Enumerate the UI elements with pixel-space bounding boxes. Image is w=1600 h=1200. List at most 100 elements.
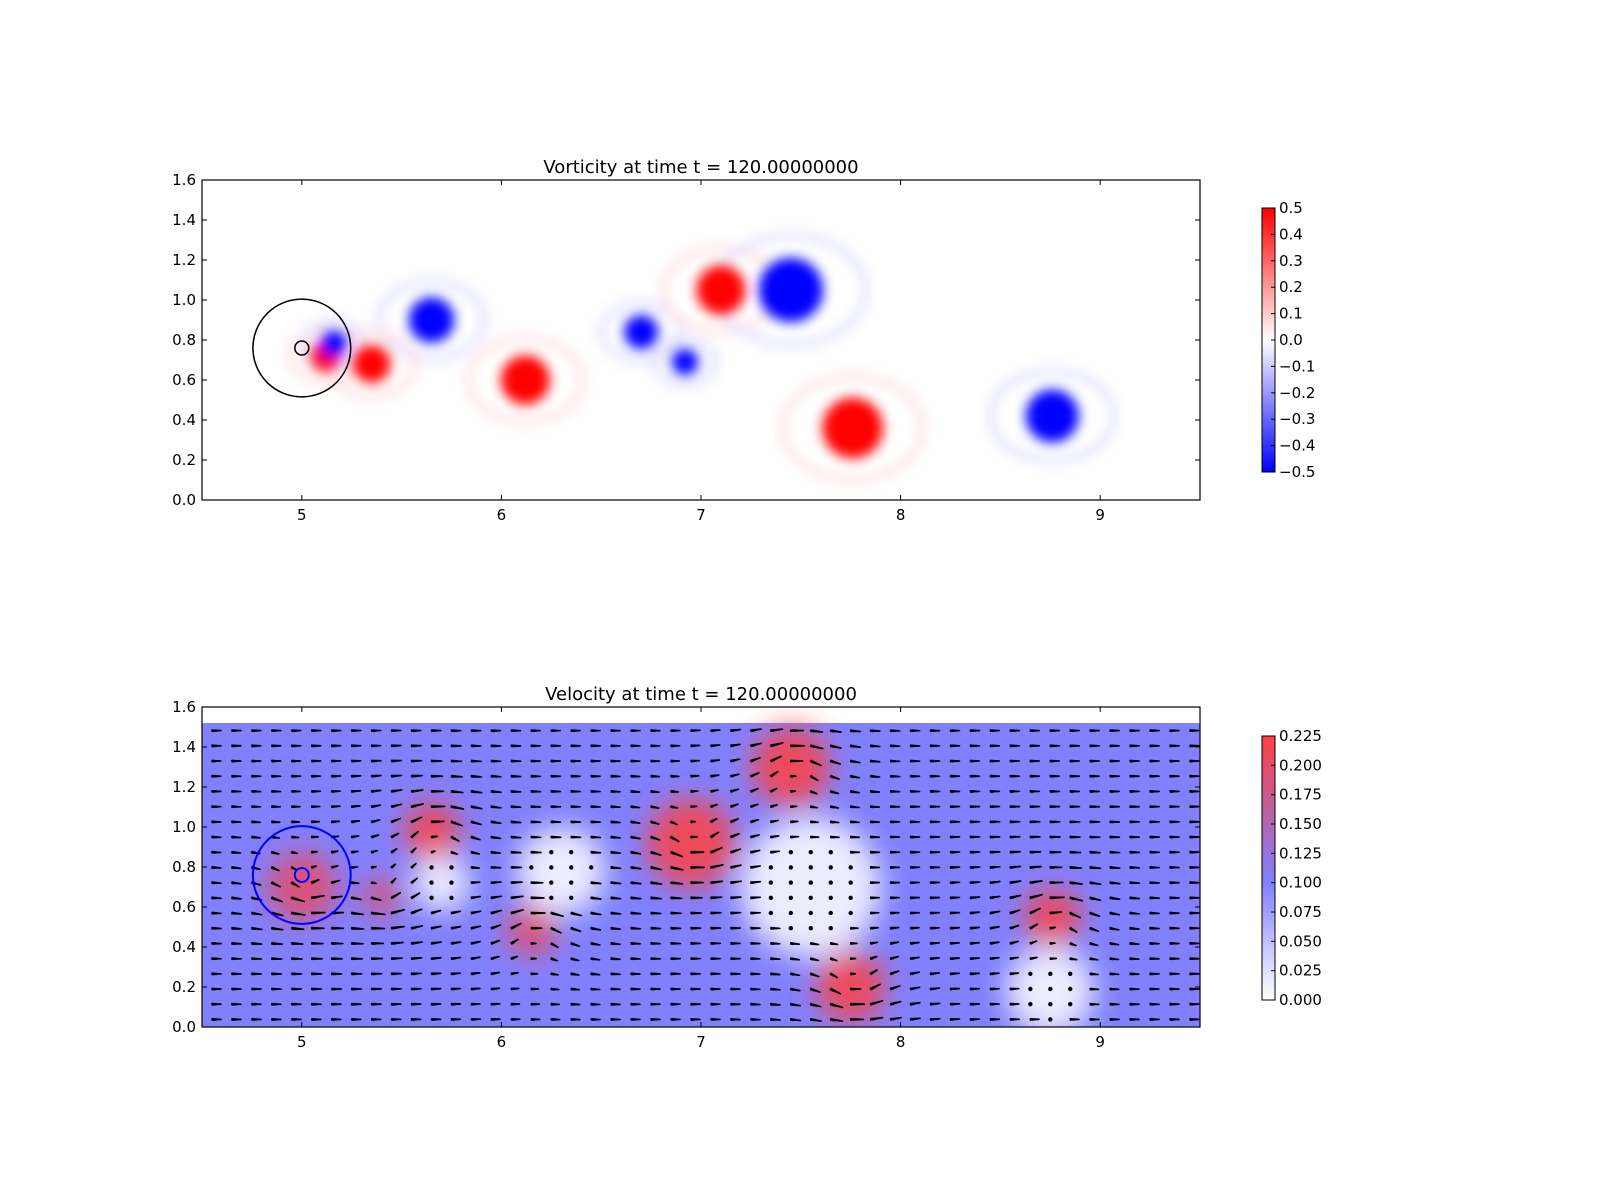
positive-vortex: [352, 345, 391, 383]
quiver-arrow: [450, 805, 465, 810]
quiver-arrow: [949, 987, 961, 991]
quiver-arrow: [770, 1002, 781, 1006]
quiver-arrow: [929, 1002, 941, 1006]
quiver-arrow: [729, 773, 740, 778]
quiver-arrow: [550, 942, 559, 949]
quiver-arrow: [989, 759, 1001, 763]
reference-circle: [251, 825, 352, 925]
quiver-arrow: [849, 774, 861, 779]
quiver-arrow: [769, 850, 781, 854]
quiver-dot: [788, 880, 794, 885]
quiver-arrow: [770, 1018, 781, 1022]
quiver-arrow: [231, 987, 242, 991]
quiver-arrow: [450, 1002, 462, 1006]
quiver-arrow: [690, 729, 701, 732]
quiver-arrow: [490, 895, 503, 900]
quiver-arrow: [949, 957, 961, 960]
quiver-arrow: [610, 820, 621, 824]
quiver-arrow: [869, 744, 881, 748]
quiver-arrow: [410, 759, 423, 763]
quiver-arrow: [430, 1002, 442, 1006]
quiver-arrow: [1029, 893, 1043, 900]
quiver-arrow: [929, 866, 941, 869]
quiver-arrow: [310, 987, 323, 991]
quiver-arrow: [730, 972, 741, 976]
quiver-arrow: [370, 819, 381, 824]
quiver-arrow: [1069, 744, 1081, 748]
quiver-arrow: [889, 850, 901, 854]
quiver-arrow: [390, 972, 403, 976]
quiver-arrow: [849, 835, 861, 839]
quiver-arrow: [709, 847, 723, 854]
vorticity-xtick-label: 5: [297, 506, 307, 524]
quiver-arrow: [610, 911, 622, 915]
quiver-arrow: [1169, 1002, 1180, 1006]
quiver-arrow: [1089, 896, 1102, 902]
quiver-arrow: [730, 880, 742, 884]
quiver-arrow: [670, 911, 682, 915]
quiver-arrow: [650, 881, 663, 885]
quiver-arrow: [769, 819, 779, 824]
quiver-arrow: [1149, 729, 1160, 733]
quiver-arrow: [730, 743, 741, 748]
quiver-arrow: [1049, 881, 1064, 884]
quiver-arrow: [550, 835, 562, 839]
quiver-arrow: [929, 942, 941, 945]
quiver-arrow: [430, 972, 442, 976]
quiver-arrow: [630, 835, 641, 840]
quiver-arrow: [929, 729, 941, 733]
quiver-arrow: [251, 957, 263, 961]
quiver-dot: [569, 850, 574, 855]
quiver-arrow: [570, 942, 581, 948]
quiver-dot: [549, 865, 554, 870]
quiver-arrow: [350, 850, 359, 854]
quiver-arrow: [969, 759, 981, 763]
quiver-arrow: [550, 957, 559, 962]
quiver-arrow: [590, 835, 602, 839]
quiver-arrow: [1109, 926, 1120, 931]
quiver-arrow: [869, 790, 881, 794]
quiver-arrow: [650, 729, 661, 733]
quiver-arrow: [450, 910, 462, 915]
quiver-arrow: [310, 820, 321, 824]
quiver-arrow: [610, 759, 621, 763]
quiver-arrow: [290, 896, 306, 903]
quiver-arrow: [231, 1002, 242, 1006]
quiver-arrow: [630, 790, 641, 794]
quiver-arrow: [211, 759, 222, 763]
quiver-arrow: [949, 972, 961, 976]
quiver-arrow: [829, 759, 841, 765]
quiver-arrow: [1169, 835, 1180, 839]
quiver-arrow: [670, 774, 680, 778]
quiver-dot: [569, 865, 574, 870]
quiver-arrow: [809, 1018, 822, 1022]
quiver-arrow: [710, 1002, 721, 1006]
quiver-arrow: [530, 942, 537, 945]
quiver-arrow: [510, 987, 520, 991]
quiver-arrow: [211, 744, 222, 748]
quiver-arrow: [1069, 866, 1083, 870]
quiver-arrow: [450, 835, 460, 842]
quiver-arrow: [909, 896, 921, 900]
quiver-arrow: [929, 759, 941, 763]
quiver-arrow: [1029, 907, 1041, 915]
quiver-arrow: [271, 1002, 282, 1006]
quiver-arrow: [730, 957, 741, 961]
vorticity-colorbar-tick-label: −0.1: [1279, 357, 1315, 375]
quiver-arrow: [710, 744, 721, 748]
quiver-arrow: [789, 957, 801, 961]
quiver-arrow: [690, 1018, 701, 1021]
quiver-arrow: [590, 911, 602, 916]
quiver-arrow: [1169, 942, 1180, 945]
quiver-arrow: [989, 925, 1000, 930]
quiver-arrow: [690, 987, 701, 991]
quiver-arrow: [690, 896, 703, 900]
quiver-arrow: [330, 744, 342, 748]
quiver-arrow: [909, 941, 920, 945]
quiver-arrow: [590, 987, 601, 991]
velocity-colorbar: [1261, 735, 1276, 1001]
quiver-arrow: [949, 790, 961, 793]
quiver-arrow: [809, 774, 819, 782]
quiver-arrow: [330, 774, 342, 778]
quiver-arrow: [430, 956, 442, 960]
